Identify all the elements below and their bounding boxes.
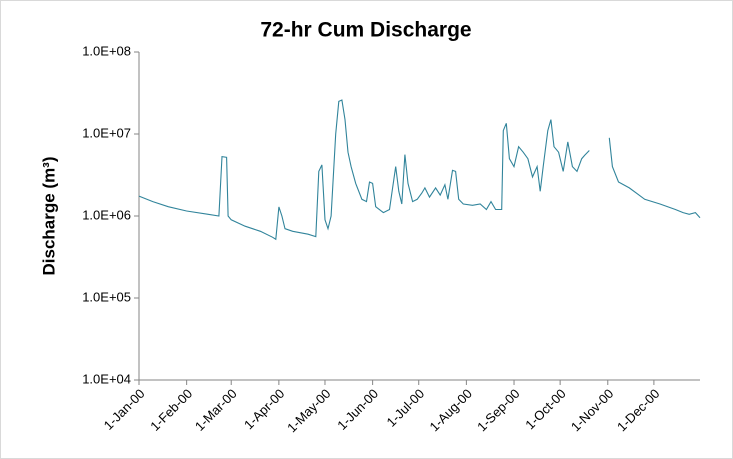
y-tick-label: 1.0E+05	[82, 289, 131, 304]
y-axis-label: Discharge (m³)	[39, 156, 58, 275]
chart-title: 72-hr Cum Discharge	[260, 19, 471, 42]
y-tick-label: 1.0E+04	[82, 371, 131, 386]
y-tick-label: 1.0E+08	[82, 43, 131, 58]
y-tick-label: 1.0E+06	[82, 207, 131, 222]
y-tick-label: 1.0E+07	[82, 125, 131, 140]
data-line	[138, 99, 701, 241]
